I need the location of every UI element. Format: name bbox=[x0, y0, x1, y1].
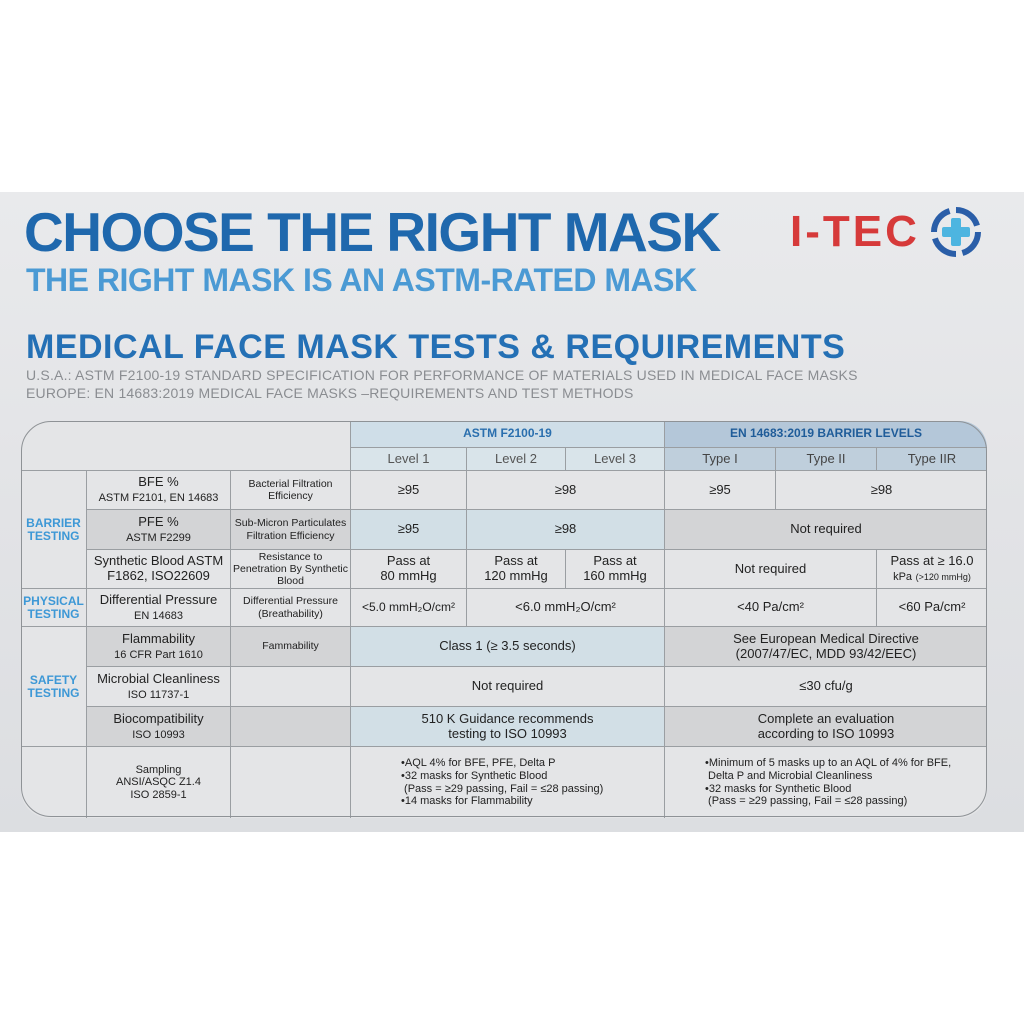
test-name: BFE % ASTM F2101, EN 14683 bbox=[87, 471, 231, 510]
mask-requirements-table: ASTM F2100-19 EN 14683:2019 BARRIER LEVE… bbox=[21, 421, 987, 818]
test-standard: ISO 11737-1 bbox=[127, 688, 190, 701]
test-standard: ASTM F2299 bbox=[126, 531, 191, 544]
cell-value: ≥98 bbox=[467, 471, 665, 510]
i-tec-logo: I-TEC bbox=[790, 204, 984, 260]
medical-cross-icon bbox=[930, 207, 981, 257]
table-row-bfe: BARRIER TESTING BFE % ASTM F2101, EN 1468… bbox=[21, 471, 987, 589]
type-iir-header: Type IIR bbox=[877, 448, 987, 471]
test-description: Fammability bbox=[231, 627, 351, 667]
cell-value: Not required bbox=[665, 510, 987, 550]
empty-description bbox=[231, 707, 351, 747]
table-row-pfe: PFE % ASTM F2299 Sub-Micron Particulates … bbox=[21, 510, 987, 550]
test-label: BFE % bbox=[138, 474, 179, 490]
cell-value: Class 1 (≥ 3.5 seconds) bbox=[351, 627, 665, 667]
test-name: Biocompatibility ISO 10993 bbox=[87, 707, 231, 747]
empty-description bbox=[231, 667, 351, 707]
test-standard: ISO 10993 bbox=[132, 728, 185, 741]
test-label: Synthetic Blood ASTM bbox=[93, 553, 224, 569]
test-description: Bacterial Filtration Efficiency bbox=[231, 471, 351, 510]
astm-sampling: •AQL 4% for BFE, PFE, Delta P •32 masks f… bbox=[351, 747, 665, 818]
logo-text: I-TEC bbox=[790, 207, 920, 256]
usa-standard-note: U.S.A.: ASTM F2100-19 STANDARD SPECIFICA… bbox=[26, 367, 858, 383]
cell-value: ≤30 cfu/g bbox=[665, 667, 987, 707]
table-row-differential-pressure: PHYSICAL TESTING Differential Pressure EN… bbox=[21, 589, 987, 627]
test-name: Differential Pressure EN 14683 bbox=[87, 589, 231, 627]
test-standard: F1862, ISO22609 bbox=[107, 568, 210, 583]
test-name: Synthetic Blood ASTM F1862, ISO22609 bbox=[87, 550, 231, 589]
cell-value: ≥95 bbox=[351, 510, 467, 550]
test-name: Flammability 16 CFR Part 1610 bbox=[87, 627, 231, 667]
level-2-header: Level 2 bbox=[467, 448, 566, 471]
cell-value: ≥98 bbox=[467, 510, 665, 550]
cell-value: Not required bbox=[665, 550, 877, 589]
cell-value: Complete an evaluation according to ISO 1… bbox=[665, 707, 987, 747]
main-title: CHOOSE THE RIGHT MASK bbox=[24, 201, 721, 263]
subtitle: THE RIGHT MASK IS AN ASTM-RATED MASK bbox=[26, 262, 697, 298]
empty-description bbox=[231, 747, 351, 818]
astm-header: ASTM F2100-19 bbox=[351, 421, 665, 448]
test-standard: 16 CFR Part 1610 bbox=[114, 648, 203, 661]
section-barrier-testing: BARRIER TESTING bbox=[21, 471, 87, 589]
table-row-flammability: SAFETY TESTING Flammability 16 CFR Part 1… bbox=[21, 627, 987, 747]
type-i-header: Type I bbox=[665, 448, 776, 471]
cell-value: Pass at 160 mmHg bbox=[566, 550, 665, 589]
cell-value: ≥98 bbox=[776, 471, 987, 510]
level-1-header: Level 1 bbox=[351, 448, 467, 471]
test-label: Differential Pressure bbox=[99, 591, 218, 607]
empty-section bbox=[21, 747, 87, 818]
test-description: Resistance to Penetration By Synthetic B… bbox=[231, 550, 351, 589]
cell-value: <5.0 mmH₂O/cm² bbox=[351, 589, 467, 627]
empty-corner bbox=[21, 421, 351, 471]
test-description: Sub-Micron Particulates Filtration Effic… bbox=[231, 510, 351, 550]
cell-value: 510 K Guidance recommends testing to ISO … bbox=[351, 707, 665, 747]
cell-value: Pass at 80 mmHg bbox=[351, 550, 467, 589]
table-row-biocompatibility: Biocompatibility ISO 10993 510 K Guidance… bbox=[21, 707, 987, 747]
table-row-sampling: Sampling ANSI/ASQC Z1.4 ISO 2859-1 •AQL 4%… bbox=[21, 747, 987, 818]
test-label: PFE % bbox=[138, 513, 179, 529]
type-ii-header: Type II bbox=[776, 448, 877, 471]
cell-value: Pass at ≥ 16.0 kPa (>120 mmHg) bbox=[877, 550, 987, 589]
section-safety-testing: SAFETY TESTING bbox=[21, 627, 87, 747]
table-row-microbial-cleanliness: Microbial Cleanliness ISO 11737-1 Not req… bbox=[21, 667, 987, 707]
test-standard: ASTM F2101, EN 14683 bbox=[98, 492, 219, 504]
europe-standard-note: EUROPE: EN 14683:2019 MEDICAL FACE MASKS… bbox=[26, 385, 634, 401]
test-label: Microbial Cleanliness bbox=[97, 670, 220, 686]
table-row-synthetic-blood: Synthetic Blood ASTM F1862, ISO22609 Resi… bbox=[21, 550, 987, 589]
cell-value: Not required bbox=[351, 667, 665, 707]
level-3-header: Level 3 bbox=[566, 448, 665, 471]
cell-value: Pass at 120 mmHg bbox=[467, 550, 566, 589]
test-name: PFE % ASTM F2299 bbox=[87, 510, 231, 550]
test-description: Differential Pressure (Breathability) bbox=[231, 589, 351, 627]
test-label: Flammability bbox=[122, 630, 195, 646]
test-label: Biocompatibility bbox=[113, 710, 204, 726]
test-name: Sampling ANSI/ASQC Z1.4 ISO 2859-1 bbox=[87, 747, 231, 818]
cell-value: See European Medical Directive (2007/47/E… bbox=[665, 627, 987, 667]
section-physical-testing: PHYSICAL TESTING bbox=[21, 589, 87, 627]
cell-value: <60 Pa/cm² bbox=[877, 589, 987, 627]
cell-value: ≥95 bbox=[665, 471, 776, 510]
test-name: Microbial Cleanliness ISO 11737-1 bbox=[87, 667, 231, 707]
cell-value: <40 Pa/cm² bbox=[665, 589, 877, 627]
cell-value: ≥95 bbox=[351, 471, 467, 510]
en-sampling: •Minimum of 5 masks up to an AQL of 4% f… bbox=[665, 747, 987, 818]
en-header: EN 14683:2019 BARRIER LEVELS bbox=[665, 421, 987, 448]
cell-value: <6.0 mmH₂O/cm² bbox=[467, 589, 665, 627]
section-title: MEDICAL FACE MASK TESTS & REQUIREMENTS bbox=[26, 328, 846, 366]
test-standard: EN 14683 bbox=[134, 609, 183, 622]
